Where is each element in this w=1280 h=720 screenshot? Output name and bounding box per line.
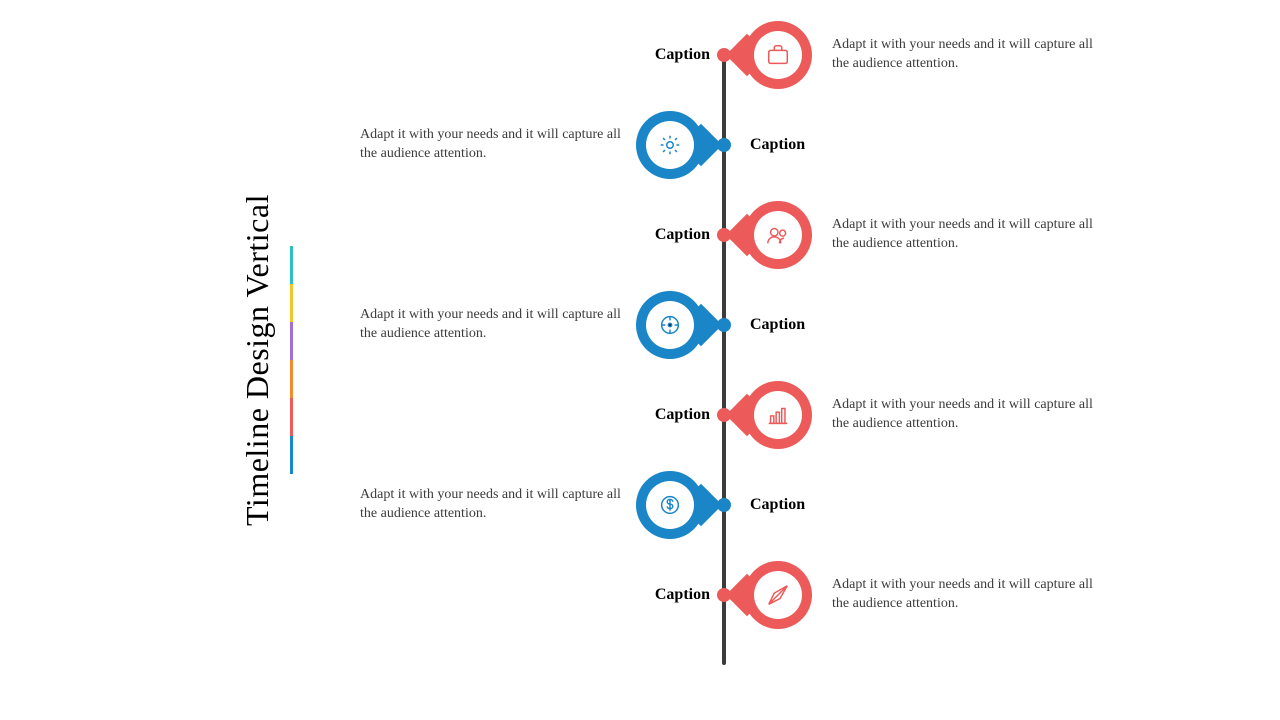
timeline-item: Caption Adapt it with your needs and it w… <box>0 100 1280 190</box>
target-icon <box>646 301 694 349</box>
timeline-caption: Caption <box>750 316 805 334</box>
dollar-icon <box>646 481 694 529</box>
send-icon <box>754 571 802 619</box>
timeline-description: Adapt it with your needs and it will cap… <box>832 576 1102 614</box>
briefcase-icon <box>754 31 802 79</box>
timeline-description: Adapt it with your needs and it will cap… <box>360 126 630 164</box>
timeline-badge <box>744 201 812 269</box>
timeline-item: Caption Adapt it with your needs and it w… <box>0 460 1280 550</box>
chart-icon <box>754 391 802 439</box>
timeline-caption: Caption <box>750 496 805 514</box>
timeline-badge <box>744 381 812 449</box>
timeline-caption: Caption <box>655 406 710 424</box>
timeline-description: Adapt it with your needs and it will cap… <box>832 396 1102 434</box>
timeline-badge <box>636 291 704 359</box>
timeline-badge <box>744 21 812 89</box>
timeline-item: Caption Adapt it with your needs and it w… <box>0 370 1280 460</box>
timeline-item: Caption Adapt it with your needs and it w… <box>0 10 1280 100</box>
timeline-caption: Caption <box>655 226 710 244</box>
timeline-badge <box>636 471 704 539</box>
timeline-caption: Caption <box>750 136 805 154</box>
timeline-description: Adapt it with your needs and it will cap… <box>360 486 630 524</box>
timeline-description: Adapt it with your needs and it will cap… <box>360 306 630 344</box>
timeline-badge <box>636 111 704 179</box>
timeline-badge <box>744 561 812 629</box>
timeline-caption: Caption <box>655 586 710 604</box>
timeline-description: Adapt it with your needs and it will cap… <box>832 36 1102 74</box>
users-icon <box>754 211 802 259</box>
timeline-item: Caption Adapt it with your needs and it w… <box>0 280 1280 370</box>
timeline-description: Adapt it with your needs and it will cap… <box>832 216 1102 254</box>
timeline-caption: Caption <box>655 46 710 64</box>
timeline-item: Caption Adapt it with your needs and it w… <box>0 190 1280 280</box>
gear-icon <box>646 121 694 169</box>
timeline-item: Caption Adapt it with your needs and it w… <box>0 550 1280 640</box>
